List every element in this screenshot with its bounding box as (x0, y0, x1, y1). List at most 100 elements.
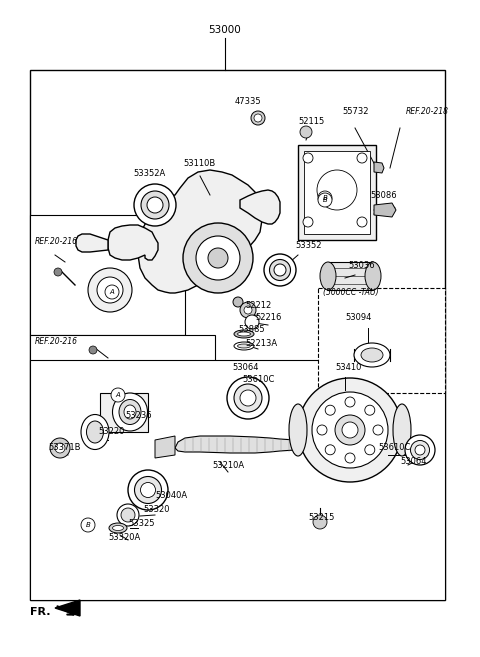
Bar (328, 262, 373, 290)
Text: 47335: 47335 (235, 97, 262, 106)
Text: 53320: 53320 (143, 505, 169, 514)
Bar (30, 70, 445, 600)
Text: 53040A: 53040A (155, 491, 187, 499)
Circle shape (312, 392, 388, 468)
Ellipse shape (112, 526, 123, 530)
Text: 53610C: 53610C (378, 443, 410, 453)
Circle shape (233, 297, 243, 307)
Text: REF.20-216: REF.20-216 (35, 338, 78, 346)
Text: FR.: FR. (30, 607, 50, 617)
Text: 52213A: 52213A (245, 338, 277, 348)
Circle shape (298, 378, 402, 482)
Circle shape (183, 223, 253, 293)
Circle shape (89, 346, 97, 354)
Text: 53610C: 53610C (242, 376, 275, 384)
Ellipse shape (264, 254, 296, 286)
Text: 52216: 52216 (255, 313, 281, 323)
Ellipse shape (147, 197, 163, 213)
Ellipse shape (234, 342, 254, 350)
Text: A: A (116, 392, 120, 398)
Circle shape (208, 248, 228, 268)
Text: 53410: 53410 (335, 363, 361, 373)
Circle shape (325, 405, 335, 415)
Bar (30, 335, 215, 425)
Bar (30, 215, 185, 335)
Text: 53352A: 53352A (133, 168, 165, 177)
Text: 53110B: 53110B (183, 158, 215, 168)
Circle shape (97, 277, 123, 303)
Circle shape (196, 236, 240, 280)
Ellipse shape (121, 508, 135, 522)
Circle shape (55, 443, 65, 453)
Text: 53320A: 53320A (108, 533, 140, 543)
Ellipse shape (274, 264, 286, 276)
Circle shape (342, 422, 358, 438)
Text: 52212: 52212 (245, 300, 271, 309)
Ellipse shape (234, 384, 262, 412)
Circle shape (357, 217, 367, 227)
Text: REF.20-216: REF.20-216 (35, 237, 78, 246)
Ellipse shape (128, 470, 168, 510)
Circle shape (365, 405, 375, 415)
Ellipse shape (354, 343, 390, 367)
Circle shape (244, 306, 252, 314)
Ellipse shape (124, 405, 136, 419)
Polygon shape (240, 190, 280, 224)
Circle shape (245, 315, 259, 329)
Polygon shape (175, 436, 298, 453)
Text: B: B (85, 522, 90, 528)
Polygon shape (138, 170, 262, 293)
Bar (30, 360, 445, 600)
Circle shape (240, 302, 256, 318)
Ellipse shape (410, 440, 430, 459)
Polygon shape (100, 393, 148, 432)
Circle shape (318, 191, 332, 205)
Text: 53215: 53215 (308, 514, 335, 522)
Text: 53352: 53352 (295, 240, 322, 250)
Circle shape (318, 193, 332, 207)
Text: 53036: 53036 (348, 260, 374, 269)
Ellipse shape (238, 332, 251, 336)
Ellipse shape (81, 415, 109, 449)
Circle shape (325, 445, 335, 455)
Polygon shape (76, 234, 108, 252)
Circle shape (54, 268, 62, 276)
Text: 53064: 53064 (400, 457, 427, 466)
Text: 55732: 55732 (342, 108, 369, 116)
Ellipse shape (405, 435, 435, 465)
Ellipse shape (238, 344, 251, 348)
Ellipse shape (117, 504, 139, 526)
Circle shape (50, 438, 70, 458)
Text: 53325: 53325 (128, 520, 155, 528)
Circle shape (357, 153, 367, 163)
Circle shape (254, 114, 262, 122)
Text: 53236: 53236 (125, 411, 152, 420)
Text: 53220: 53220 (98, 428, 124, 436)
Ellipse shape (112, 393, 147, 431)
Ellipse shape (365, 262, 381, 290)
Circle shape (373, 425, 383, 435)
Polygon shape (374, 203, 396, 217)
Text: 53000: 53000 (209, 25, 241, 35)
Text: 53885: 53885 (238, 325, 264, 334)
Ellipse shape (109, 523, 127, 533)
Circle shape (313, 515, 327, 529)
Circle shape (81, 518, 95, 532)
Ellipse shape (317, 170, 357, 210)
Text: 53086: 53086 (370, 191, 396, 200)
Text: A: A (109, 289, 114, 295)
Ellipse shape (415, 445, 425, 455)
Ellipse shape (86, 421, 104, 443)
Text: 52115: 52115 (298, 118, 324, 127)
Circle shape (251, 111, 265, 125)
Text: REF.20-218: REF.20-218 (406, 108, 449, 116)
Ellipse shape (227, 377, 269, 419)
Ellipse shape (119, 399, 141, 424)
Ellipse shape (240, 390, 256, 406)
Ellipse shape (141, 191, 169, 219)
Bar (298, 145, 376, 240)
Ellipse shape (361, 348, 383, 362)
Circle shape (88, 268, 132, 312)
Text: 53064: 53064 (232, 363, 259, 371)
Bar (304, 151, 370, 234)
